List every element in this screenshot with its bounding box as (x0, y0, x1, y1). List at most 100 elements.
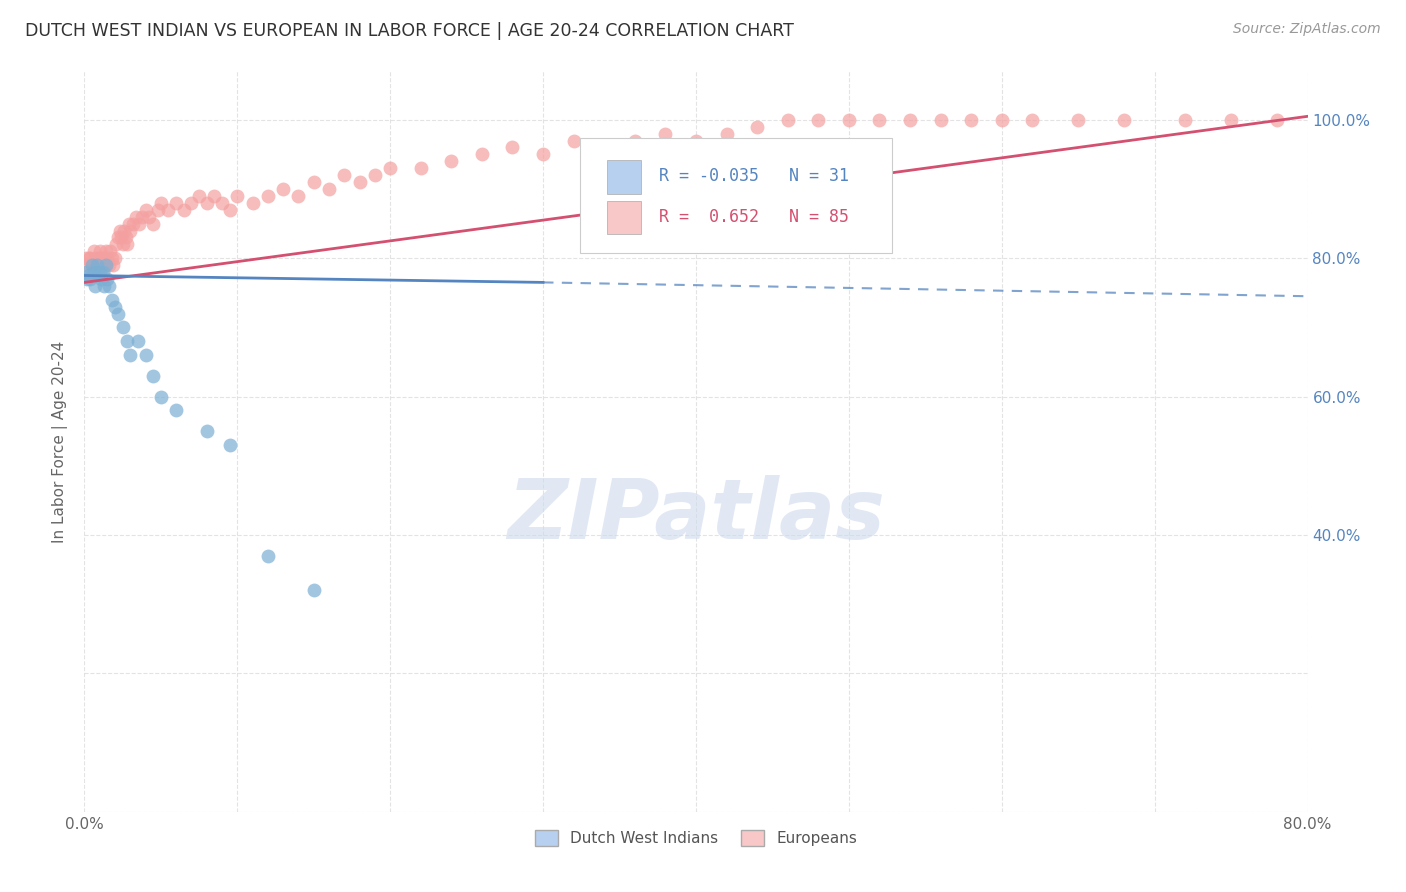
Text: R = -0.035   N = 31: R = -0.035 N = 31 (659, 168, 849, 186)
Point (77, 251, 100, 265)
Point (157, 202, 180, 217)
Point (83, 244, 105, 259)
Point (380, 161, 402, 176)
Point (80, 258, 103, 272)
Point (96, 272, 118, 286)
Point (1067, 112, 1090, 127)
Point (218, 202, 240, 217)
Point (165, 195, 187, 210)
Point (76, 258, 98, 272)
Point (107, 306, 129, 320)
Point (83, 265, 105, 279)
Point (86, 258, 108, 272)
Point (89, 244, 111, 259)
Point (135, 348, 157, 362)
Point (98, 244, 121, 259)
Point (114, 230, 136, 244)
Point (75, 251, 97, 265)
Legend: Dutch West Indians, Europeans: Dutch West Indians, Europeans (529, 824, 863, 852)
Point (115, 334, 138, 349)
Point (135, 202, 157, 217)
FancyBboxPatch shape (579, 138, 891, 252)
Point (257, 189, 280, 203)
Point (75, 265, 97, 279)
Point (1174, 112, 1197, 127)
Point (89, 265, 111, 279)
Point (211, 195, 233, 210)
Point (180, 195, 202, 210)
Point (87, 268, 110, 283)
Point (349, 175, 371, 189)
Point (80, 258, 103, 272)
Point (929, 112, 952, 127)
Point (131, 210, 153, 224)
Point (79, 251, 101, 265)
Point (165, 403, 187, 417)
Point (94, 244, 117, 259)
Point (86, 258, 108, 272)
Point (105, 237, 128, 252)
Point (302, 175, 325, 189)
Point (94, 258, 117, 272)
Point (807, 112, 830, 127)
FancyBboxPatch shape (606, 201, 641, 235)
Point (747, 120, 769, 134)
Point (149, 195, 172, 210)
Point (838, 112, 860, 127)
Point (125, 210, 148, 224)
Point (142, 217, 165, 231)
Point (364, 168, 387, 182)
Point (104, 300, 127, 314)
Point (1114, 112, 1136, 127)
Point (593, 140, 616, 154)
Point (195, 195, 218, 210)
Point (195, 424, 218, 438)
Point (104, 251, 127, 265)
Point (226, 189, 249, 203)
Point (202, 189, 225, 203)
Point (776, 112, 799, 127)
Point (869, 112, 891, 127)
Point (685, 134, 707, 148)
Point (898, 112, 921, 127)
Point (409, 161, 432, 176)
Point (97, 258, 120, 272)
Point (93, 278, 115, 293)
Point (77, 268, 100, 283)
Point (103, 258, 125, 272)
Y-axis label: In Labor Force | Age 20-24: In Labor Force | Age 20-24 (52, 341, 69, 542)
Point (107, 230, 129, 244)
Point (562, 134, 585, 148)
Point (76, 272, 98, 286)
Point (271, 182, 294, 196)
Point (120, 348, 142, 362)
Point (1220, 112, 1243, 127)
Point (84, 251, 107, 265)
Point (101, 251, 124, 265)
Point (1021, 112, 1043, 127)
Point (90, 251, 112, 265)
Point (96, 251, 118, 265)
Point (90, 272, 112, 286)
Point (333, 168, 356, 182)
Point (654, 127, 676, 141)
Point (440, 154, 463, 169)
Point (991, 112, 1014, 127)
Point (115, 237, 138, 252)
Point (218, 438, 240, 452)
Point (302, 583, 325, 598)
Point (188, 189, 211, 203)
Text: R =  0.652   N = 85: R = 0.652 N = 85 (659, 208, 849, 227)
Point (87, 251, 110, 265)
Point (128, 217, 150, 231)
Point (112, 223, 135, 237)
Point (111, 237, 134, 252)
Point (287, 189, 309, 203)
Text: ZIPatlas: ZIPatlas (508, 475, 884, 556)
Text: Source: ZipAtlas.com: Source: ZipAtlas.com (1233, 22, 1381, 37)
Point (79, 272, 101, 286)
Point (122, 217, 145, 231)
Point (93, 258, 115, 272)
Point (242, 195, 264, 210)
Point (101, 293, 124, 307)
